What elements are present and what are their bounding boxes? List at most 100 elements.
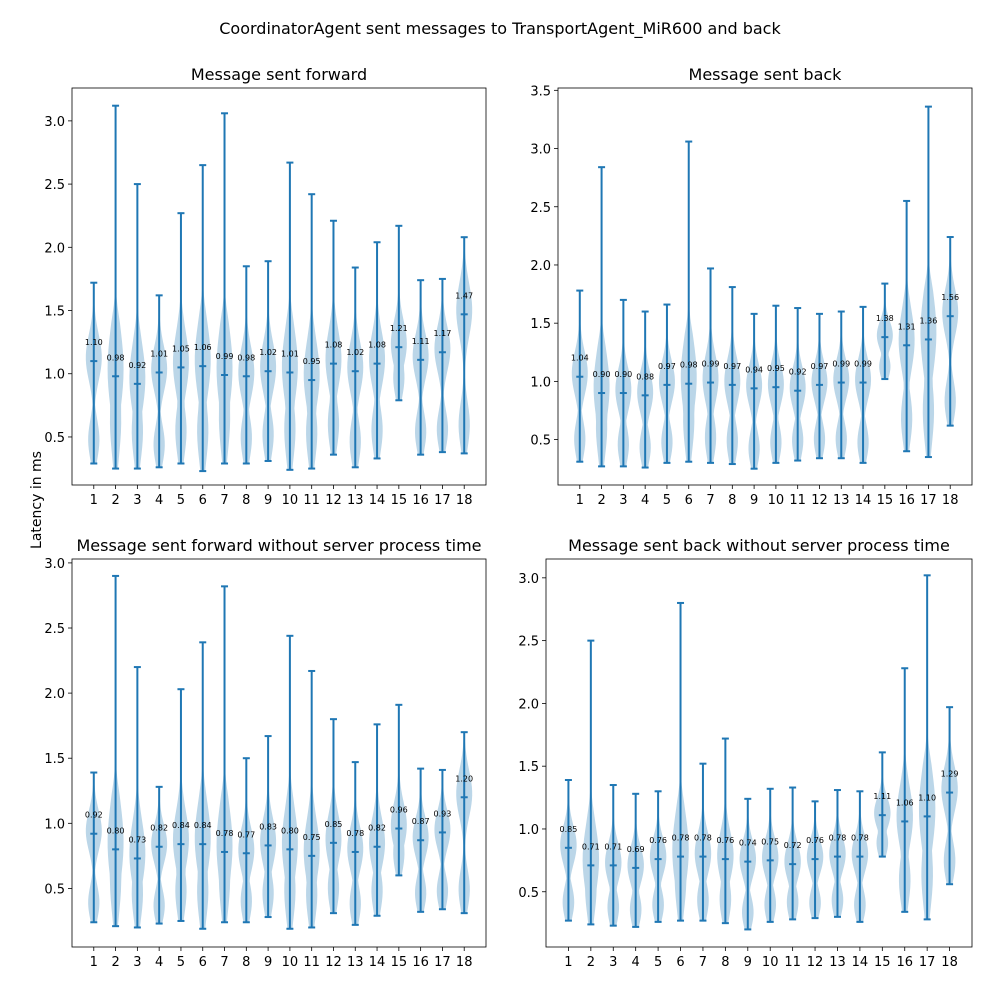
mean-data-label: 1.05: [172, 344, 190, 353]
x-tick-label: 2: [111, 493, 119, 508]
x-tick-label: 9: [264, 955, 272, 970]
x-tick-label: 2: [597, 493, 605, 508]
mean-data-label: 0.92: [128, 361, 146, 370]
x-tick-label: 15: [877, 493, 894, 508]
y-tick-label: 0.5: [518, 886, 539, 901]
mean-data-label: 0.90: [593, 370, 611, 379]
x-tick-label: 2: [587, 955, 595, 970]
x-tick-label: 13: [833, 493, 850, 508]
x-tick-label: 5: [177, 955, 185, 970]
mean-data-label: 1.20: [455, 774, 473, 783]
mean-data-label: 0.85: [560, 825, 578, 834]
mean-data-label: 0.75: [303, 833, 321, 842]
y-tick-label: 1.0: [44, 368, 65, 383]
x-tick-label: 15: [391, 955, 408, 970]
y-tick-label: 2.5: [530, 201, 551, 216]
y-tick-label: 1.5: [518, 760, 539, 775]
x-tick-label: 6: [199, 955, 207, 970]
x-tick-label: 14: [369, 955, 386, 970]
panel-title: Message sent back: [689, 65, 843, 84]
x-tick-label: 16: [412, 493, 429, 508]
y-tick-label: 0.5: [44, 431, 65, 446]
y-tick-label: 0.5: [44, 882, 65, 897]
x-tick-label: 11: [784, 955, 801, 970]
mean-data-label: 0.97: [811, 362, 829, 371]
mean-data-label: 1.01: [281, 349, 299, 358]
x-tick-label: 18: [942, 493, 959, 508]
mean-data-label: 1.21: [390, 324, 408, 333]
mean-data-label: 0.90: [614, 370, 632, 379]
y-tick-label: 3.5: [530, 84, 551, 99]
x-tick-label: 17: [434, 955, 451, 970]
x-tick-label: 16: [896, 955, 913, 970]
x-tick-label: 14: [855, 493, 872, 508]
x-tick-label: 15: [391, 493, 408, 508]
mean-data-label: 1.02: [259, 348, 277, 357]
mean-data-label: 1.02: [346, 348, 364, 357]
x-tick-label: 14: [369, 493, 386, 508]
mean-data-label: 1.38: [876, 314, 894, 323]
mean-data-label: 0.75: [761, 837, 779, 846]
x-tick-label: 6: [676, 955, 684, 970]
x-tick-label: 10: [282, 955, 299, 970]
x-tick-label: 12: [325, 493, 342, 508]
mean-data-label: 0.76: [649, 836, 667, 845]
mean-data-label: 0.69: [627, 845, 645, 854]
mean-data-label: 1.10: [85, 338, 103, 347]
x-tick-label: 10: [762, 955, 779, 970]
mean-data-label: 0.77: [237, 830, 255, 839]
panel-title: Message sent forward: [191, 65, 367, 84]
x-tick-label: 4: [155, 493, 163, 508]
panel-title: Message sent back without server process…: [568, 536, 950, 555]
mean-data-label: 0.85: [325, 820, 343, 829]
x-tick-label: 1: [564, 955, 572, 970]
x-tick-label: 7: [220, 493, 228, 508]
y-tick-label: 1.5: [44, 305, 65, 320]
mean-data-label: 0.73: [128, 835, 146, 844]
x-tick-label: 12: [325, 955, 342, 970]
x-tick-label: 16: [898, 493, 915, 508]
x-tick-label: 4: [155, 955, 163, 970]
mean-data-label: 0.99: [854, 360, 872, 369]
y-tick-label: 2.5: [518, 635, 539, 650]
y-tick-label: 2.0: [44, 687, 65, 702]
panel-message-sent-forward: Message sent forward 0.5 1.0 1.5 2.0 2.5 3.0 1 2…: [44, 65, 487, 508]
x-tick-label: 12: [811, 493, 828, 508]
mean-data-label: 0.98: [680, 361, 698, 370]
mean-data-label: 1.17: [434, 329, 452, 338]
mean-data-label: 0.92: [85, 811, 103, 820]
mean-data-label: 0.82: [150, 824, 168, 833]
mean-data-label: 1.36: [920, 316, 938, 325]
x-tick-label: 18: [941, 955, 958, 970]
x-tick-label: 17: [434, 493, 451, 508]
x-tick-label: 17: [919, 955, 936, 970]
mean-data-label: 1.47: [455, 291, 473, 300]
mean-data-label: 1.56: [941, 293, 959, 302]
y-tick-label: 3.0: [44, 115, 65, 130]
mean-data-label: 0.88: [636, 372, 654, 381]
x-tick-label: 10: [282, 493, 299, 508]
mean-data-label: 1.10: [918, 793, 936, 802]
x-tick-label: 11: [303, 493, 320, 508]
mean-data-label: 0.76: [716, 836, 734, 845]
panel-back-without-server-time: Message sent back without server process…: [518, 536, 973, 970]
y-tick-label: 1.0: [530, 375, 551, 390]
axes-frame: [557, 87, 973, 486]
x-tick-label: 3: [609, 955, 617, 970]
mean-data-label: 1.06: [896, 798, 914, 807]
mean-data-label: 0.97: [723, 362, 741, 371]
mean-data-label: 0.78: [694, 834, 712, 843]
x-tick-label: 2: [111, 955, 119, 970]
x-tick-label: 13: [829, 955, 846, 970]
panel-forward-without-server-time: Message sent forward without server proc…: [44, 536, 487, 970]
x-tick-label: 4: [641, 493, 649, 508]
y-tick-label: 2.5: [44, 178, 65, 193]
mean-data-label: 0.71: [582, 842, 600, 851]
mean-data-label: 0.99: [216, 352, 234, 361]
mean-data-label: 1.29: [941, 770, 959, 779]
x-tick-label: 12: [807, 955, 824, 970]
x-tick-label: 3: [619, 493, 627, 508]
shared-y-axis-label: Latency in ms: [29, 451, 45, 549]
x-tick-label: 17: [920, 493, 937, 508]
